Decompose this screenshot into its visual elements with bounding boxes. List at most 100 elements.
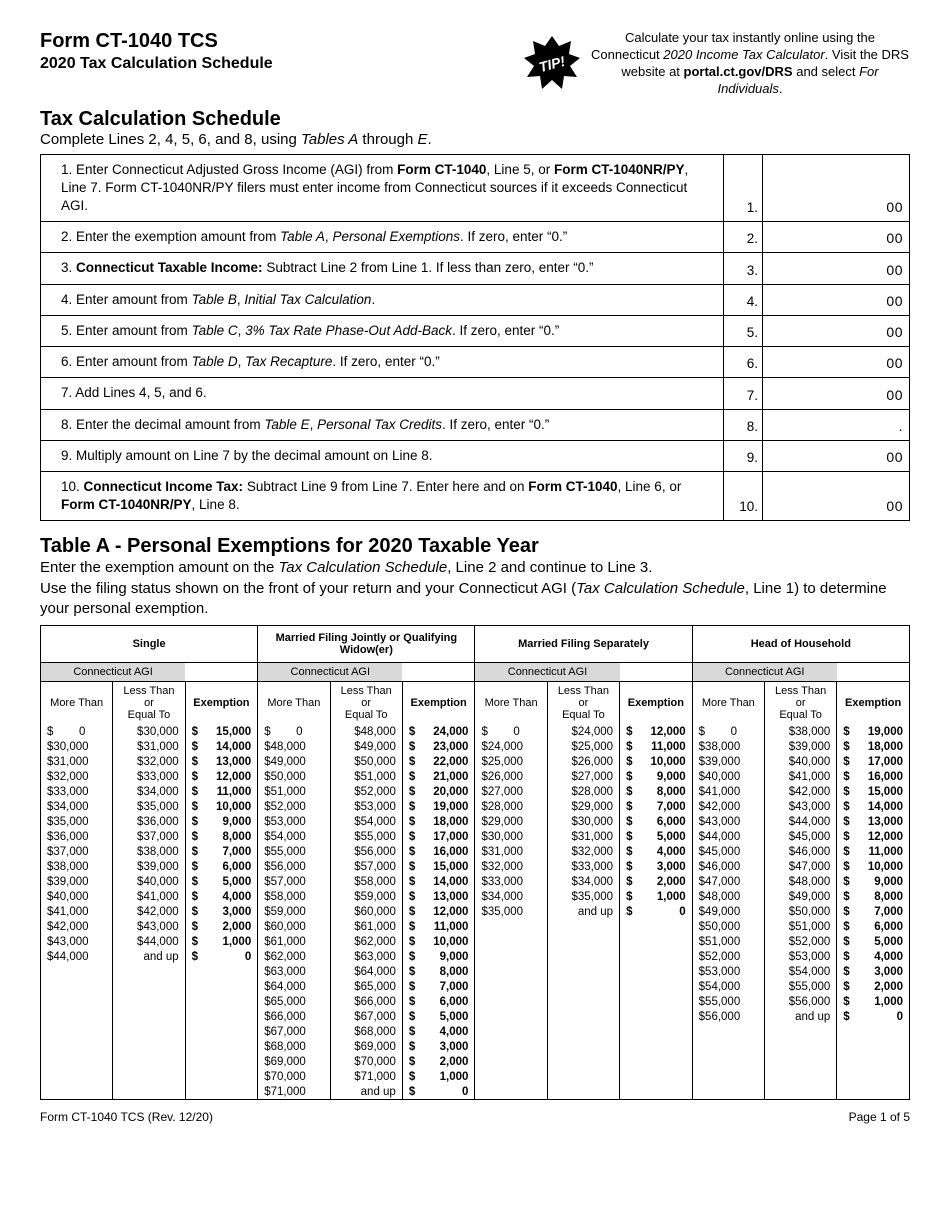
- cell-exemption: $3,000: [620, 859, 693, 874]
- cell-less-than: $31,000: [113, 739, 185, 754]
- table-row: $36,000$37,000$8,000$54,000$55,000$17,00…: [41, 829, 910, 844]
- cell-exemption: $14,000: [837, 799, 910, 814]
- cell-less-than: $33,000: [113, 769, 185, 784]
- cell-less-than: $52,000: [764, 934, 836, 949]
- table-row: $39,000$40,000$5,000$57,000$58,000$14,00…: [41, 874, 910, 889]
- cell-less-than: $29,000: [547, 799, 619, 814]
- worksheet-linenum: 6.: [723, 347, 762, 377]
- worksheet-linenum: 5.: [723, 316, 762, 346]
- cell-exemption: $12,000: [620, 724, 693, 739]
- table-a: SingleMarried Filing Jointly or Qualifyi…: [40, 625, 910, 1100]
- status-header: Head of Household: [692, 626, 909, 663]
- cell-more-than: $58,000: [258, 889, 330, 904]
- cell-more-than: $ 0: [475, 724, 547, 739]
- cell-exemption: $0: [837, 1009, 910, 1024]
- cell-exemption: $8,000: [837, 889, 910, 904]
- header: Form CT-1040 TCS 2020 Tax Calculation Sc…: [40, 30, 910, 98]
- cell-exemption: $9,000: [402, 949, 475, 964]
- cell-more-than: $39,000: [692, 754, 764, 769]
- cell-more-than: $28,000: [475, 799, 547, 814]
- worksheet-amount[interactable]: 00: [762, 222, 909, 252]
- cell-more-than: $26,000: [475, 769, 547, 784]
- cell-less-than: $40,000: [764, 754, 836, 769]
- cell-exemption: $18,000: [402, 814, 475, 829]
- footer-left: Form CT-1040 TCS (Rev. 12/20): [40, 1110, 213, 1124]
- worksheet-amount[interactable]: 00: [762, 316, 909, 346]
- worksheet-desc: 10. Connecticut Income Tax: Subtract Lin…: [41, 472, 723, 520]
- col-exemption: Exemption: [837, 682, 910, 725]
- cell-more-than: $66,000: [258, 1009, 330, 1024]
- table-row: $31,000$32,000$13,000$49,000$50,000$22,0…: [41, 754, 910, 769]
- worksheet-row: 10. Connecticut Income Tax: Subtract Lin…: [41, 471, 909, 520]
- cell-exemption: $10,000: [402, 934, 475, 949]
- worksheet-amount[interactable]: .: [762, 410, 909, 440]
- table-row: $64,000$65,000$7,000$54,000$55,000$2,000: [41, 979, 910, 994]
- cell-exemption: $11,000: [837, 844, 910, 859]
- cell-exemption: $11,000: [185, 784, 258, 799]
- cell-less-than: $58,000: [330, 874, 402, 889]
- cell-less-than: $51,000: [764, 919, 836, 934]
- worksheet-row: 9. Multiply amount on Line 7 by the deci…: [41, 440, 909, 471]
- cell-more-than: $59,000: [258, 904, 330, 919]
- worksheet-amount[interactable]: 00: [762, 378, 909, 408]
- cell-less-than: $44,000: [113, 934, 185, 949]
- cell-more-than: $45,000: [692, 844, 764, 859]
- cell-more-than: $31,000: [475, 844, 547, 859]
- cell-less-than: $55,000: [330, 829, 402, 844]
- cell-less-than: $37,000: [113, 829, 185, 844]
- cell-more-than: $53,000: [258, 814, 330, 829]
- cell-less-than: $67,000: [330, 1009, 402, 1024]
- cell-less-than: and up: [547, 904, 619, 919]
- cell-less-than: $43,000: [113, 919, 185, 934]
- worksheet-amount[interactable]: 00: [762, 155, 909, 222]
- table-row: $32,000$33,000$12,000$50,000$51,000$21,0…: [41, 769, 910, 784]
- cell-less-than: $68,000: [330, 1024, 402, 1039]
- cell-less-than: $32,000: [113, 754, 185, 769]
- cell-exemption: $2,000: [620, 874, 693, 889]
- worksheet-amount[interactable]: 00: [762, 253, 909, 283]
- worksheet-row: 5. Enter amount from Table C, 3% Tax Rat…: [41, 315, 909, 346]
- cell-exemption: $5,000: [620, 829, 693, 844]
- cell-less-than: $48,000: [764, 874, 836, 889]
- cell-exemption: $12,000: [185, 769, 258, 784]
- cell-exemption: $15,000: [837, 784, 910, 799]
- cell-exemption: $4,000: [185, 889, 258, 904]
- cell-exemption: $9,000: [185, 814, 258, 829]
- cell-more-than: $63,000: [258, 964, 330, 979]
- cell-more-than: $31,000: [41, 754, 113, 769]
- table-row: $ 0$30,000$15,000$ 0$48,000$24,000$ 0$24…: [41, 724, 910, 739]
- cell-exemption: $8,000: [620, 784, 693, 799]
- schedule-title: Tax Calculation Schedule: [40, 108, 910, 131]
- cell-more-than: $29,000: [475, 814, 547, 829]
- status-header: Married Filing Jointly or Qualifying Wid…: [258, 626, 475, 663]
- cell-more-than: $64,000: [258, 979, 330, 994]
- cell-exemption: $5,000: [185, 874, 258, 889]
- cell-less-than: $62,000: [330, 934, 402, 949]
- worksheet-row: 7. Add Lines 4, 5, and 6.7.00: [41, 377, 909, 408]
- cell-more-than: $54,000: [692, 979, 764, 994]
- worksheet-amount[interactable]: 00: [762, 347, 909, 377]
- cell-exemption: $17,000: [402, 829, 475, 844]
- cell-less-than: $49,000: [330, 739, 402, 754]
- table-row: $42,000$43,000$2,000$60,000$61,000$11,00…: [41, 919, 910, 934]
- worksheet-amount[interactable]: 00: [762, 472, 909, 520]
- worksheet-linenum: 10.: [723, 472, 762, 520]
- worksheet-desc: 1. Enter Connecticut Adjusted Gross Inco…: [41, 155, 723, 222]
- cell-more-than: $69,000: [258, 1054, 330, 1069]
- worksheet-amount[interactable]: 00: [762, 441, 909, 471]
- cell-exemption: $1,000: [402, 1069, 475, 1084]
- worksheet-desc: 7. Add Lines 4, 5, and 6.: [41, 378, 723, 408]
- worksheet-linenum: 4.: [723, 285, 762, 315]
- cell-less-than: $45,000: [764, 829, 836, 844]
- tip-text: Calculate your tax instantly online usin…: [590, 30, 910, 98]
- cell-exemption: $12,000: [837, 829, 910, 844]
- cell-more-than: $52,000: [258, 799, 330, 814]
- worksheet-amount[interactable]: 00: [762, 285, 909, 315]
- worksheet-desc: 3. Connecticut Taxable Income: Subtract …: [41, 253, 723, 283]
- cell-exemption: $10,000: [620, 754, 693, 769]
- worksheet-row: 1. Enter Connecticut Adjusted Gross Inco…: [41, 155, 909, 222]
- cell-more-than: $30,000: [475, 829, 547, 844]
- cell-more-than: $40,000: [41, 889, 113, 904]
- page-footer: Form CT-1040 TCS (Rev. 12/20) Page 1 of …: [40, 1110, 910, 1124]
- tip-block: TIP! Calculate your tax instantly online…: [522, 30, 910, 98]
